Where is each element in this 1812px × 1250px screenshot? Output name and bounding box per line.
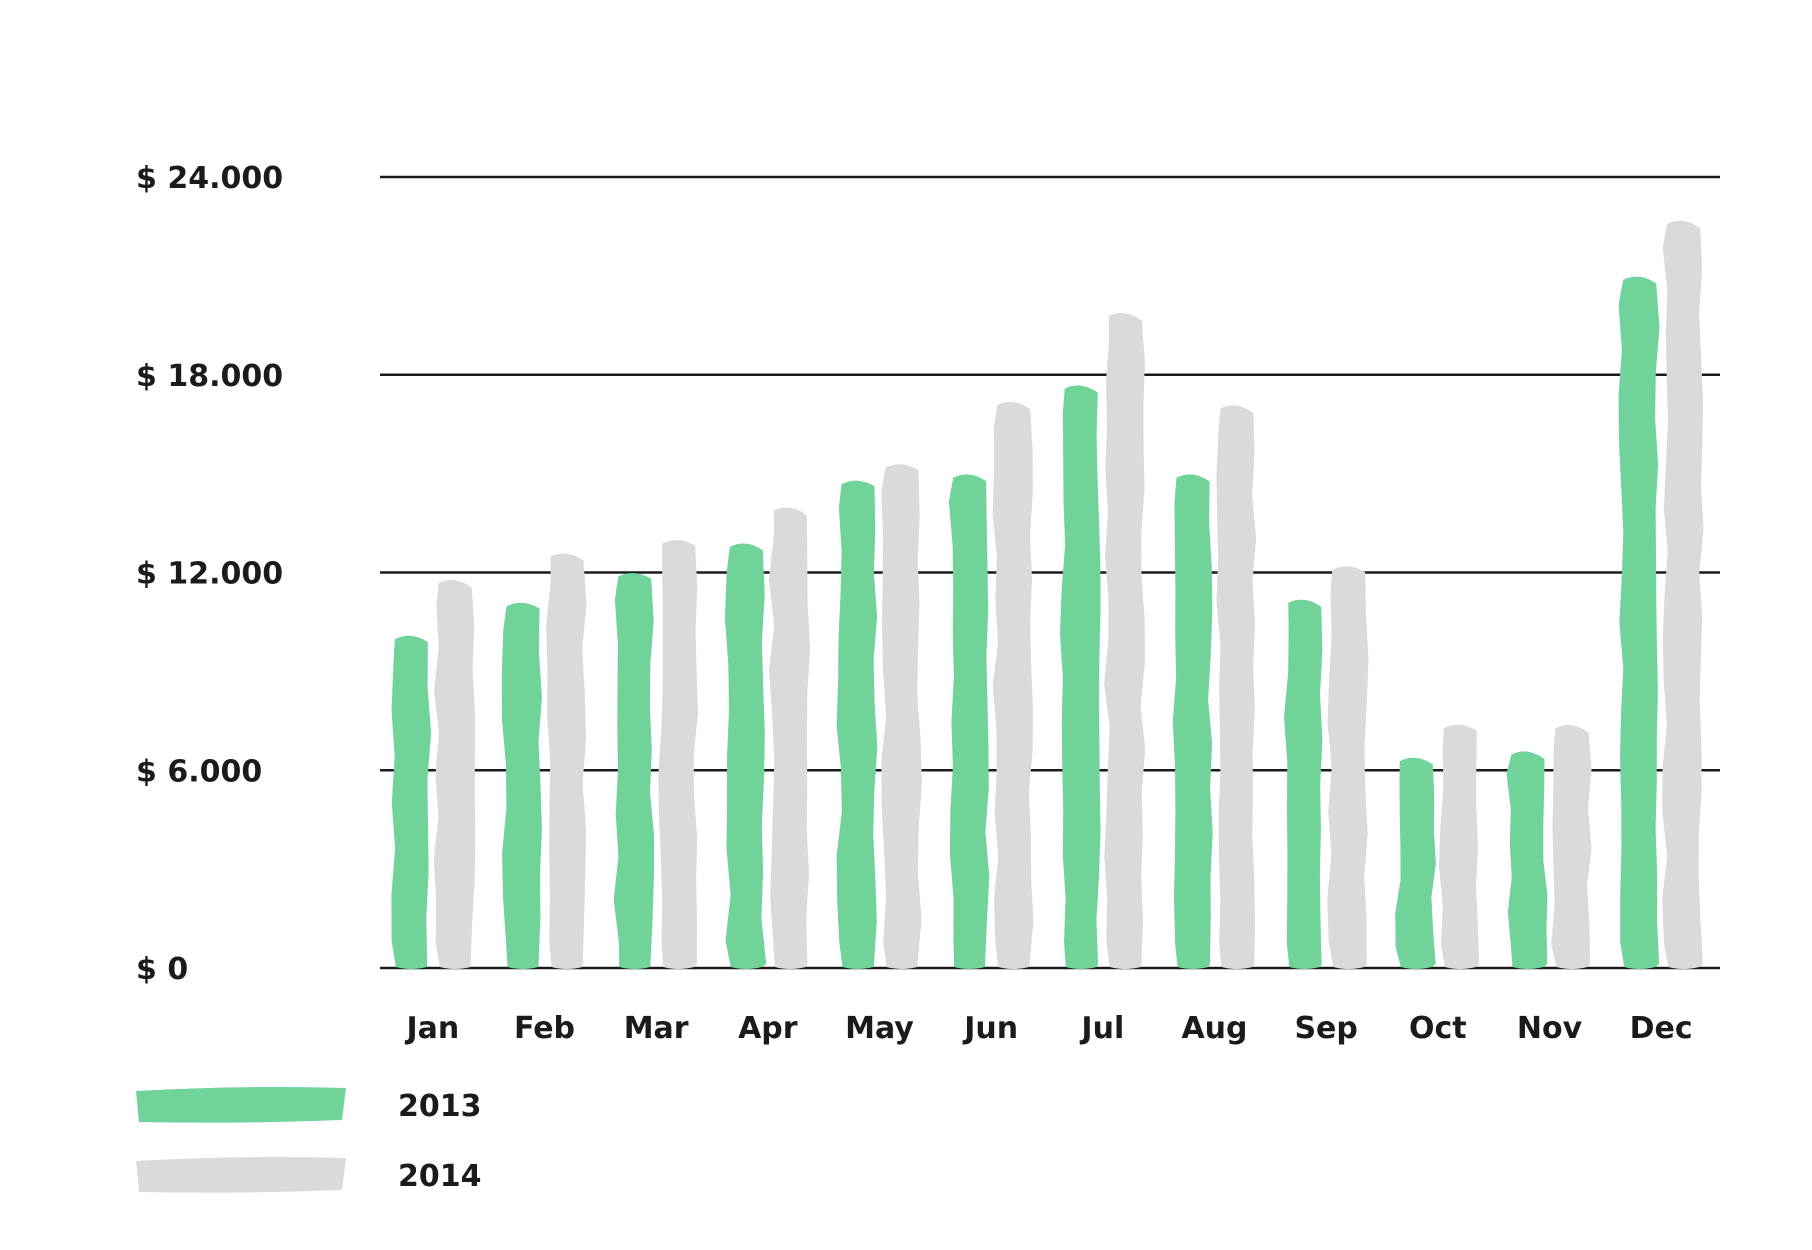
bar-2013-dec <box>1618 276 1660 970</box>
bar-2013-aug <box>1172 474 1213 969</box>
x-tick-label: Sep <box>1294 1011 1357 1046</box>
y-tick-label: $ 12.000 <box>136 557 283 592</box>
x-tick-label: Nov <box>1517 1011 1583 1046</box>
bars <box>391 220 1704 970</box>
legend-label: 2013 <box>398 1089 482 1124</box>
bar-2013-nov <box>1506 751 1548 969</box>
x-tick-label: Oct <box>1409 1011 1467 1046</box>
bar-2013-jul <box>1059 385 1101 970</box>
bar-2013-jan <box>391 635 432 969</box>
bar-2014-jun <box>992 401 1034 969</box>
x-tick-label: Aug <box>1181 1011 1247 1046</box>
bar-2014-may <box>881 464 922 969</box>
bar-2013-mar <box>613 573 655 969</box>
y-tick-label: $ 18.000 <box>136 359 283 394</box>
bar-2014-jul <box>1104 313 1146 970</box>
bar-2013-feb <box>501 602 542 969</box>
legend-swatch <box>136 1157 346 1193</box>
bar-2014-feb <box>546 553 587 969</box>
x-tick-label: Feb <box>514 1011 575 1046</box>
gridlines <box>380 175 1720 970</box>
legend-swatch <box>136 1087 346 1123</box>
bar-2014-apr <box>768 507 811 969</box>
x-tick-label: Jun <box>962 1011 1018 1046</box>
x-axis: Jan Feb Mar Apr May Jun Jul Aug Sep Oct Nov Dec <box>404 1011 1692 1046</box>
y-tick-label: $ 24.000 <box>136 161 283 196</box>
bar-2014-aug <box>1216 405 1257 970</box>
x-tick-label: Dec <box>1630 1011 1693 1046</box>
bar-2014-nov <box>1551 724 1592 969</box>
bar-2013-sep <box>1284 599 1323 969</box>
legend: 2013 2014 <box>136 1087 482 1194</box>
x-tick-label: Jan <box>404 1011 459 1046</box>
x-tick-label: Apr <box>738 1011 798 1046</box>
x-tick-label: Mar <box>624 1011 689 1046</box>
bar-2013-oct <box>1395 757 1436 969</box>
y-axis: $ 24.000 $ 18.000 $ 12.000 $ 6.000 $ 0 <box>136 161 283 987</box>
bar-2013-may <box>836 480 878 969</box>
bar-2014-mar <box>658 539 698 969</box>
bar-2014-jan <box>433 580 476 969</box>
y-tick-label: $ 6.000 <box>136 754 262 789</box>
x-tick-label: Jul <box>1079 1011 1124 1046</box>
bar-2014-sep <box>1327 566 1369 969</box>
bar-2014-dec <box>1662 220 1704 969</box>
bar-2013-apr <box>724 543 767 969</box>
legend-label: 2014 <box>398 1159 482 1194</box>
y-tick-label: $ 0 <box>136 952 188 987</box>
x-tick-label: May <box>845 1011 914 1046</box>
bar-2013-jun <box>948 474 990 969</box>
bar-2014-oct <box>1438 724 1480 969</box>
